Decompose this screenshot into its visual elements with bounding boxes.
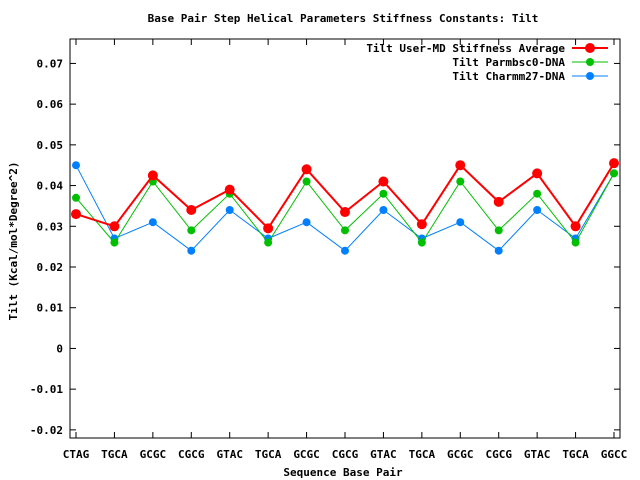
data-point: [72, 161, 80, 170]
chart-title: Base Pair Step Helical Parameters Stiffn…: [148, 12, 539, 25]
data-point: [109, 221, 120, 232]
data-point: [340, 207, 350, 218]
data-point: [379, 189, 388, 198]
data-point: [302, 218, 311, 227]
data-point: [341, 246, 349, 255]
data-point: [110, 238, 119, 247]
x-tick-label: GGCC: [601, 448, 628, 461]
x-tick-label: GCGC: [447, 448, 474, 461]
x-tick-label: TGCA: [562, 448, 589, 461]
plot-frame: [69, 38, 621, 439]
y-tick-label: 0.07: [37, 57, 64, 70]
legend-marker: [586, 72, 594, 80]
data-point: [302, 177, 311, 186]
data-point: [186, 205, 197, 215]
data-point: [148, 218, 157, 227]
y-tick-label: 0.04: [37, 180, 64, 193]
legend-label: Tilt User-MD Stiffness Average: [366, 42, 565, 55]
data-point: [187, 246, 196, 255]
data-point: [147, 170, 158, 181]
data-point: [456, 218, 465, 227]
data-point: [455, 160, 466, 171]
data-point: [570, 221, 581, 232]
y-axis-ticks: -0.02 -0.01 0 0.01 0.02 0.03 0.04 0.05 0.06 0.07: [30, 57, 620, 437]
legend-marker: [585, 43, 595, 53]
data-point: [494, 226, 503, 235]
legend-marker: [586, 58, 594, 66]
data-point: [72, 193, 80, 202]
x-tick-label: GTAC: [524, 448, 551, 461]
x-tick-label: CGCG: [485, 448, 512, 461]
x-tick-label: TGCA: [255, 448, 282, 461]
y-tick-label: 0.05: [37, 139, 64, 152]
data-point: [493, 196, 504, 207]
y-tick-label: 0.01: [37, 302, 64, 315]
x-axis-label: Sequence Base Pair: [283, 466, 403, 479]
x-tick-label: CTAG: [63, 448, 90, 461]
data-point: [379, 206, 388, 214]
data-point: [609, 158, 619, 169]
x-tick-label: GTAC: [216, 448, 243, 461]
x-tick-label: CGCG: [178, 448, 205, 461]
data-point: [532, 168, 543, 179]
data-point: [533, 206, 542, 214]
data-point: [341, 226, 349, 235]
x-tick-label: GCGC: [293, 448, 320, 461]
data-point: [187, 226, 196, 235]
series-0: [71, 158, 619, 234]
y-axis-label: Tilt (Kcal/mol*Degree^2): [7, 162, 20, 321]
y-tick-label: 0.06: [37, 98, 64, 111]
x-tick-label: GTAC: [370, 448, 397, 461]
legend-label: Tilt Parmbsc0-DNA: [452, 56, 565, 69]
data-point: [224, 184, 235, 195]
data-point: [417, 238, 426, 247]
x-tick-label: TGCA: [409, 448, 436, 461]
y-tick-label: -0.02: [30, 424, 63, 437]
x-axis-ticks: CTAG TGCA GCGC CGCG GTAC TGCA GCGC CGCG GTAC TGCA…: [63, 39, 628, 461]
data-point: [571, 238, 580, 247]
y-tick-label: 0.02: [37, 261, 64, 274]
x-tick-label: TGCA: [101, 448, 128, 461]
data-point: [264, 238, 273, 247]
y-tick-label: 0: [56, 342, 63, 355]
legend-label: Tilt Charmm27-DNA: [452, 70, 565, 83]
x-tick-label: GCGC: [140, 448, 167, 461]
data-point: [494, 246, 503, 255]
data-point: [263, 223, 274, 234]
data-point: [416, 219, 427, 230]
data-point: [533, 189, 542, 198]
data-point: [301, 164, 312, 175]
y-tick-label: 0.03: [37, 220, 64, 233]
data-point: [456, 177, 465, 186]
data-point: [225, 206, 234, 214]
data-point: [610, 169, 618, 178]
data-point: [378, 176, 389, 187]
y-tick-label: -0.01: [30, 383, 63, 396]
x-tick-label: CGCG: [332, 448, 359, 461]
series-layer: [71, 158, 619, 255]
data-point: [71, 209, 81, 220]
